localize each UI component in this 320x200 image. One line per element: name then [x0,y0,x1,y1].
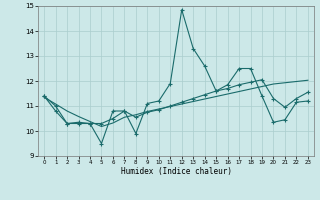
X-axis label: Humidex (Indice chaleur): Humidex (Indice chaleur) [121,167,231,176]
